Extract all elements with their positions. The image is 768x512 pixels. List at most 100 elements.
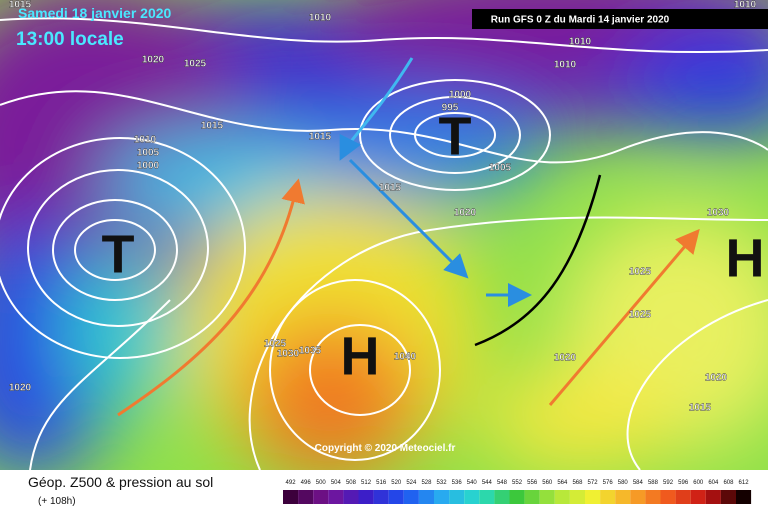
scale-swatch [524, 490, 540, 504]
scale-label: 564 [557, 480, 568, 486]
pressure-label: 1010 [734, 0, 757, 11]
pressure-label: 1005 [489, 163, 512, 174]
map-field: 1015 1010 1010 1020 1025 1010 1010 1000 995 1015 1… [0, 0, 768, 470]
run-box [472, 9, 768, 29]
scale-swatch [600, 490, 616, 504]
scale-swatch [736, 490, 752, 504]
scale-label: 600 [693, 480, 704, 486]
scale-swatch [705, 490, 721, 504]
scale-label: 580 [618, 480, 629, 486]
arrow [548, 228, 700, 406]
pressure-label: 1025 [629, 310, 652, 321]
scale-swatch [690, 490, 706, 504]
scale-label: 576 [603, 480, 614, 486]
pressure-system: H [341, 326, 380, 386]
scale-swatch [464, 490, 480, 504]
pressure-label: 1020 [454, 208, 477, 219]
scale-swatch [373, 490, 389, 504]
scale-label: 540 [467, 480, 478, 486]
scale-label: 608 [723, 480, 734, 486]
scale-label: 604 [708, 480, 719, 486]
arrow [348, 158, 469, 279]
pressure-label: 1040 [394, 352, 417, 363]
scale-label: 544 [482, 480, 493, 486]
scale-swatch [388, 490, 404, 504]
scale-label: 520 [391, 480, 402, 486]
pressure-label: 1025 [629, 267, 652, 278]
scale-swatch [343, 490, 359, 504]
scale-swatch [313, 490, 329, 504]
scale-label: 492 [286, 480, 297, 486]
scale-label: 500 [316, 480, 327, 486]
pressure-label: 1005 [137, 148, 160, 159]
copyright: Copyright © 2020 Meteociel.fr [315, 443, 456, 454]
pressure-label: 1015 [379, 183, 402, 194]
scale-label: 584 [633, 480, 644, 486]
scale-label: 568 [572, 480, 583, 486]
scale-label: 592 [663, 480, 674, 486]
scale-label: 504 [331, 480, 342, 486]
scale-swatch [434, 490, 450, 504]
pressure-system: T [102, 224, 135, 284]
scale-swatch [358, 490, 374, 504]
scale-swatch [479, 490, 495, 504]
scale-swatch [283, 490, 299, 504]
legend-title: Géop. Z500 & pression au sol [28, 474, 213, 490]
pressure-label: 1015 [9, 0, 32, 11]
scale-swatch [720, 490, 736, 504]
pressure-label: 1010 [134, 135, 157, 146]
scale-swatch [418, 490, 434, 504]
pressure-label: 1025 [184, 59, 207, 70]
scale-swatch [328, 490, 344, 504]
pressure-label: 1025 [264, 339, 287, 350]
pressure-label: 1010 [569, 37, 592, 48]
pressure-label: 995 [442, 103, 459, 114]
pressure-label: 1020 [554, 353, 577, 364]
scale-swatch [630, 490, 646, 504]
scale-label: 524 [406, 480, 417, 486]
scale-swatch [539, 490, 555, 504]
scale-label: 572 [588, 480, 599, 486]
pressure-label: 1015 [309, 132, 332, 143]
pressure-label: 1000 [449, 90, 472, 101]
scale-swatch [509, 490, 525, 504]
time: 13:00 locale [16, 29, 124, 50]
scale-label: 596 [678, 480, 689, 486]
pressure-label: 1010 [554, 60, 577, 71]
legend-lead: (+ 108h) [38, 496, 76, 507]
scale-label: 536 [452, 480, 463, 486]
scale-swatch [675, 490, 691, 504]
scale-label: 496 [301, 480, 312, 486]
front [474, 174, 602, 347]
arrow [117, 178, 305, 417]
scale-label: 528 [421, 480, 432, 486]
pressure-label: 1020 [9, 383, 32, 394]
scale-label: 516 [376, 480, 387, 486]
scale-swatch [585, 490, 601, 504]
pressure-label: 1015 [201, 121, 224, 132]
pressure-label: 1030 [707, 208, 730, 219]
scale-swatch [449, 490, 465, 504]
scale-label: 552 [512, 480, 523, 486]
scale-swatch [645, 490, 661, 504]
pressure-label: 1020 [142, 55, 165, 66]
pressure-system: H [726, 228, 765, 288]
scale-label: 556 [527, 480, 538, 486]
pressure-label: 1035 [299, 346, 322, 357]
scale-swatch [494, 490, 510, 504]
scale-label: 532 [437, 480, 448, 486]
scale-label: 512 [361, 480, 372, 486]
scale-label: 588 [648, 480, 659, 486]
scale-swatch [660, 490, 676, 504]
scale-swatch [403, 490, 419, 504]
pressure-label: 1000 [137, 161, 160, 172]
scale-label: 548 [497, 480, 508, 486]
scale-label: 508 [346, 480, 357, 486]
pressure-label: 1020 [705, 373, 728, 384]
scale-swatch [554, 490, 570, 504]
scale-label: 560 [542, 480, 553, 486]
pressure-label: 1010 [309, 13, 332, 24]
scale-swatch [615, 490, 631, 504]
pressure-label: 1030 [277, 349, 300, 360]
